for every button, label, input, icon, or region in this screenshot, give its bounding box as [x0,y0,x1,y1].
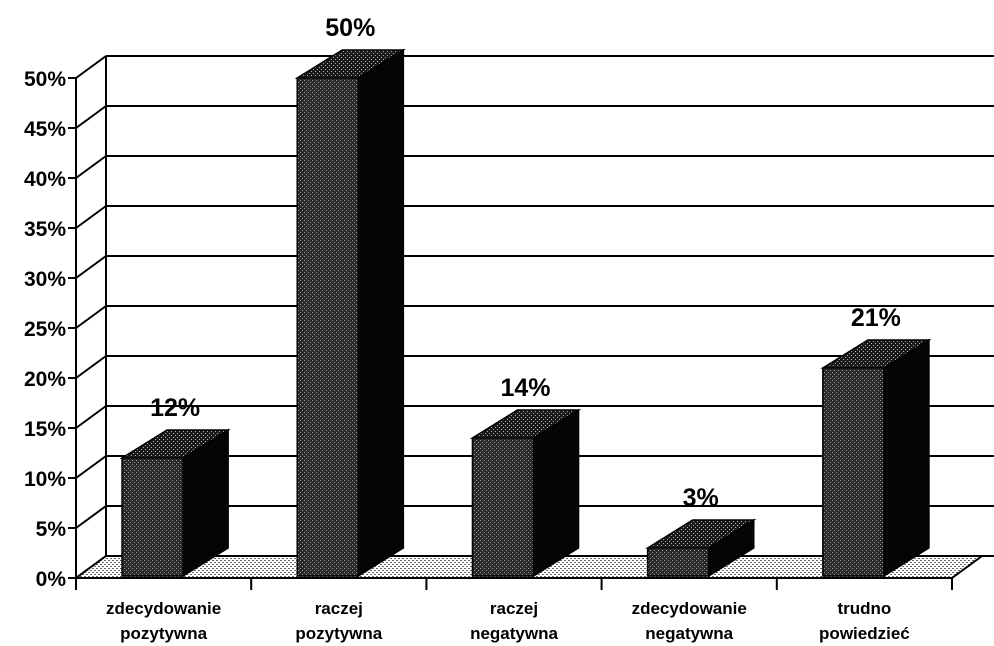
x-category-label: pozytywna [120,624,207,643]
bar-side [357,48,405,578]
y-tick-label: 10% [24,468,66,491]
data-label: 21% [851,304,901,332]
data-label: 3% [683,484,719,512]
x-category-label: negatywna [470,624,558,643]
bar-side [532,408,580,578]
x-category-label: powiedzieć [819,624,910,643]
y-tick-label: 15% [24,418,66,441]
bars [119,48,932,578]
y-tick-label: 35% [24,218,66,241]
x-category-label: zdecydowanie [632,599,747,618]
data-label: 50% [325,14,375,42]
bar [296,77,360,577]
axes [68,77,953,590]
y-tick-label: 30% [24,268,66,291]
gridline-depth [75,405,107,429]
data-label: 12% [150,394,200,422]
bar [121,457,184,577]
x-category-label: negatywna [645,624,733,643]
data-label: 14% [500,374,550,402]
bar [471,437,535,577]
gridline-depth [75,55,107,79]
y-tick-label: 45% [24,118,66,141]
bar [646,547,710,577]
x-category-label: zdecydowanie [106,599,221,618]
gridline-depth [75,305,107,329]
y-tick-label: 40% [24,168,66,191]
gridline-depth [75,155,107,179]
bar-side [883,338,930,578]
x-category-label: pozytywna [295,624,382,643]
x-category-label: raczej [315,599,363,618]
y-tick-label: 0% [36,568,67,591]
gridline-depth [75,255,107,279]
gridline-depth [75,455,107,479]
gridline-depth [75,105,107,129]
gridline-depth [75,355,107,379]
x-category-label: trudno [837,599,891,618]
bar [822,367,885,577]
gridline-depth [75,205,107,229]
y-tick-label: 20% [24,368,66,391]
labels: 0% 5% 10% 15% 20% 25% 30% 35% 40% 45% 50% 12% zdecyd… [24,14,910,643]
x-category-label: raczej [490,599,538,618]
y-tick-label: 5% [36,518,67,541]
y-tick-label: 25% [24,318,66,341]
y-tick-label: 50% [24,68,66,91]
gridline-depth [75,505,107,529]
